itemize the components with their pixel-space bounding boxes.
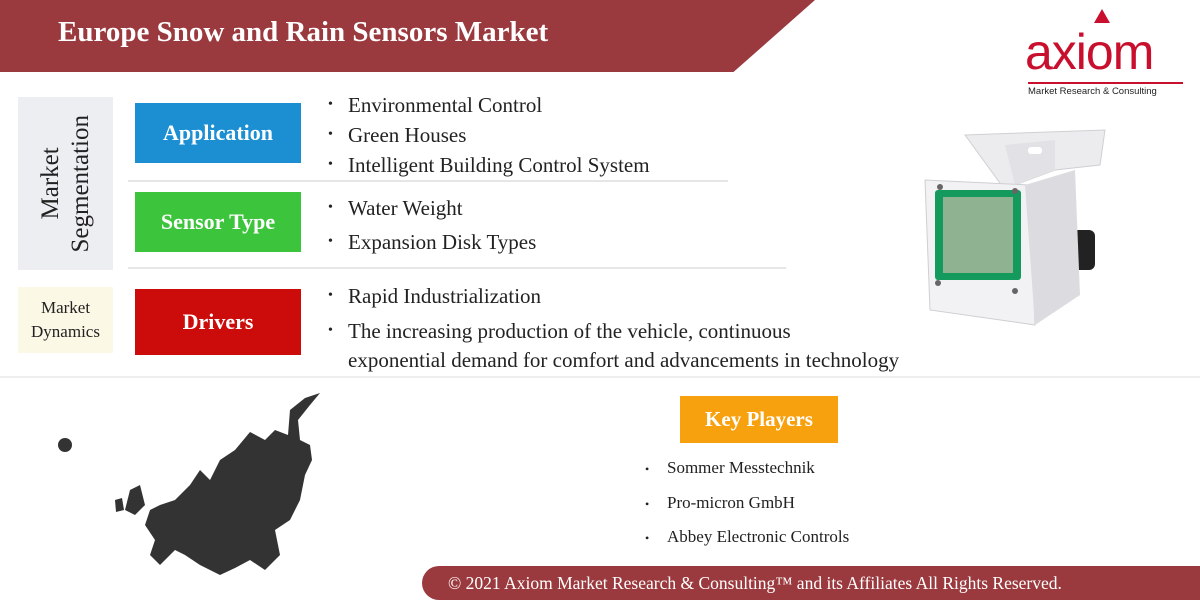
europe-map-image [58,393,320,575]
logo-tagline: Market Research & Consulting [1028,86,1157,97]
bullet-icon: • [645,530,650,545]
title-banner [0,0,815,72]
player-name: Abbey Electronic Controls [667,527,850,546]
rain-sensor-image [924,129,1106,326]
list-item-continuation: exponential demand for comfort and advan… [348,348,900,372]
bullet-icon: • [328,157,333,172]
divider [128,267,786,269]
key-players-heading: Key Players [680,396,838,443]
category-application: Application [135,103,301,163]
bullet-icon: • [645,461,650,476]
player-item: • Sommer Messtechnik [645,458,815,478]
item-text: The increasing production of the vehicle… [348,319,791,343]
seg-label-line2: Segmentation [66,114,94,253]
list-item: • Expansion Disk Types [328,229,536,255]
player-item: • Pro-micron GmbH [645,493,795,513]
divider [128,180,728,182]
seg-label-line1: Market [36,147,64,220]
player-name: Sommer Messtechnik [667,458,815,477]
dyn-label-line1: Market [40,298,91,317]
list-item: • Rapid Industrialization [328,283,541,309]
item-text: Rapid Industrialization [348,284,542,308]
list-item: • The increasing production of the vehicl… [328,318,791,344]
list-item: • Intelligent Building Control System [328,152,650,178]
list-item: • Water Weight [328,195,463,221]
market-segmentation-label: Market Segmentation [18,97,113,270]
seg-label-text: Market Segmentation [36,115,96,252]
list-item: • Environmental Control [328,92,542,118]
bullet-icon: • [328,97,333,112]
category-sensor-type: Sensor Type [135,192,301,252]
item-text: Green Houses [348,123,467,147]
bullet-icon: • [328,234,333,249]
logo-triangle-icon [1094,9,1110,23]
market-dynamics-label: Market Dynamics [18,287,113,353]
divider [0,376,1200,378]
bullet-icon: • [328,127,333,142]
item-text: Environmental Control [348,93,543,117]
player-name: Pro-micron GmbH [667,493,795,512]
bullet-icon: • [328,200,333,215]
copyright-footer: © 2021 Axiom Market Research & Consultin… [422,566,1200,600]
logo-underline [1028,82,1183,84]
item-text: Water Weight [348,196,463,220]
bullet-icon: • [328,288,333,303]
bullet-icon: • [645,496,650,511]
axiom-logo: axiom Market Research & Consulting [1020,8,1190,100]
category-drivers: Drivers [135,289,301,355]
player-item: • Abbey Electronic Controls [645,527,849,547]
logo-word: axiom [1025,24,1154,80]
item-text: Expansion Disk Types [348,230,537,254]
list-item: • Green Houses [328,122,466,148]
bullet-icon: • [328,323,333,338]
dyn-label-line2: Dynamics [31,322,100,341]
page-title: Europe Snow and Rain Sensors Market [58,16,549,48]
item-text: Intelligent Building Control System [348,153,650,177]
